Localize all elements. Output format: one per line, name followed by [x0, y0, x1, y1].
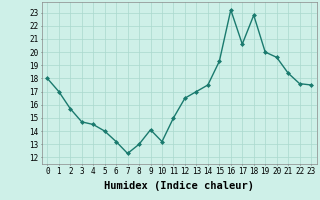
X-axis label: Humidex (Indice chaleur): Humidex (Indice chaleur) — [104, 181, 254, 191]
